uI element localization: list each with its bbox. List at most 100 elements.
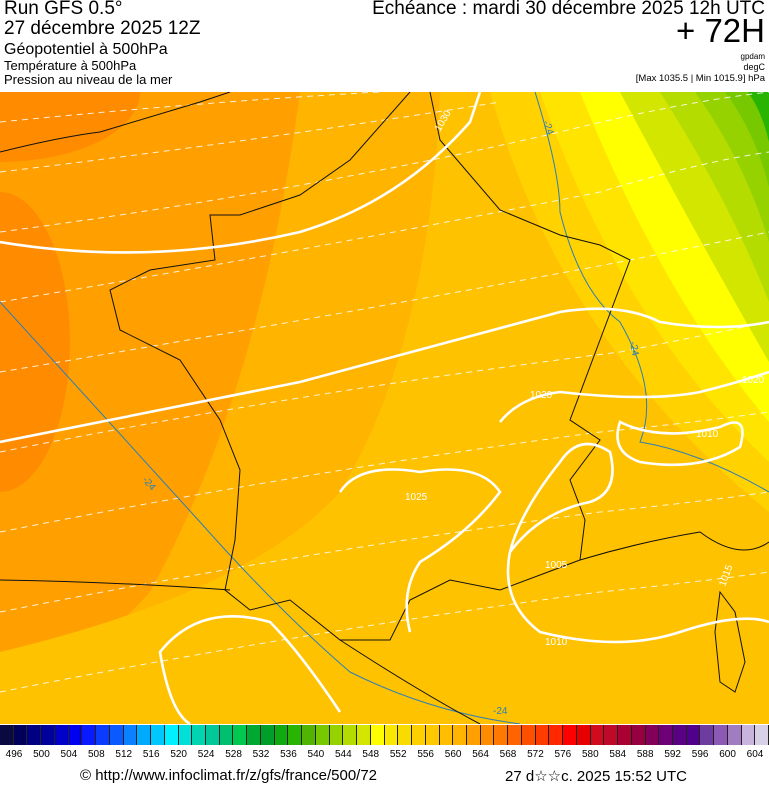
color-scale-cell <box>329 725 344 745</box>
isobar-label: 1010 <box>545 637 568 648</box>
color-scale-cell <box>27 725 42 745</box>
color-scale-cell <box>590 725 605 745</box>
color-scale-tick: 532 <box>252 749 270 760</box>
color-scale-tick: 596 <box>691 749 709 760</box>
color-scale-tick: 584 <box>609 749 627 760</box>
color-scale-ticks: 496 500 504 508 512 516 520 524 528 532 536 540 544 5… <box>0 749 769 763</box>
color-scale-cell <box>466 725 481 745</box>
color-scale-cell <box>164 725 179 745</box>
color-scale-tick: 536 <box>280 749 297 760</box>
color-scale-tick: 540 <box>307 749 325 760</box>
color-scale-cell <box>274 725 289 745</box>
isobar-label: 1005 <box>545 560 568 571</box>
color-scale-cell <box>645 725 660 745</box>
isobar-label: 1020 <box>530 390 553 401</box>
color-scale-cell <box>0 725 14 745</box>
isobar-label: 1010 <box>696 429 719 440</box>
color-scale <box>0 725 769 745</box>
color-scale-tick: 564 <box>472 749 489 760</box>
color-scale-cell <box>453 725 467 745</box>
color-scale-tick: 572 <box>527 749 544 760</box>
temp-label: -24 <box>627 341 640 358</box>
color-scale-tick: 580 <box>581 749 599 760</box>
color-scale-cell <box>521 725 536 745</box>
color-scale-tick: 528 <box>225 749 242 760</box>
copyright-url: © http://www.infoclimat.fr/z/gfs/france/… <box>80 767 378 784</box>
color-scale-cell <box>398 725 413 745</box>
color-scale-tick: 512 <box>115 749 133 760</box>
weather-map: 1030 1020 1020 1010 1025 1005 1015 1010 … <box>0 92 769 724</box>
color-scale-cell <box>727 725 742 745</box>
color-scale-cell <box>425 725 440 745</box>
color-scale-cell <box>41 725 55 745</box>
isobars <box>0 92 769 724</box>
color-scale-cell <box>508 725 522 745</box>
color-scale-cell <box>137 725 152 745</box>
color-scale-cell <box>233 725 248 745</box>
color-scale-tick: 576 <box>554 749 572 760</box>
color-scale-cell <box>54 725 69 745</box>
temp-label: -24 <box>493 706 508 717</box>
color-scale-tick: 504 <box>60 749 78 760</box>
color-scale-cell <box>631 725 646 745</box>
color-scale-cell <box>549 725 564 745</box>
color-scale-cell <box>618 725 632 745</box>
color-scale-cell <box>206 725 220 745</box>
color-scale-cell <box>247 725 261 745</box>
run-title: Run GFS 0.5° <box>4 0 123 19</box>
color-scale-tick: 500 <box>33 749 50 760</box>
color-scale-cell <box>288 725 303 745</box>
color-scale-tick: 568 <box>499 749 517 760</box>
geopotential-fill <box>0 92 769 724</box>
color-scale-cell <box>82 725 97 745</box>
color-scale-cell <box>123 725 138 745</box>
color-scale-cell <box>714 725 728 745</box>
color-scale-cell <box>563 725 577 745</box>
field-temperature: Température à 500hPa <box>4 58 137 73</box>
color-scale-tick: 556 <box>417 749 434 760</box>
color-scale-tick: 524 <box>197 749 215 760</box>
land-outlines <box>0 92 769 724</box>
color-scale-cell <box>13 725 28 745</box>
color-scale-cell <box>741 725 756 745</box>
color-scale-cell <box>535 725 550 745</box>
color-scale-cell <box>480 725 495 745</box>
color-scale-cell <box>96 725 110 745</box>
field-geopotential: Géopotentiel à 500hPa <box>4 41 168 58</box>
color-scale-cell <box>659 725 673 745</box>
color-scale-tick: 548 <box>362 749 380 760</box>
color-scale-cell <box>357 725 371 745</box>
color-scale-cell <box>494 725 509 745</box>
unit-gpdam: gpdam <box>740 52 765 61</box>
color-scale-cell <box>315 725 330 745</box>
color-scale-cell <box>439 725 454 745</box>
run-date: 27 décembre 2025 12Z <box>4 18 201 39</box>
color-scale-tick: 588 <box>636 749 654 760</box>
color-scale-tick: 508 <box>87 749 105 760</box>
isobar-label: 1025 <box>405 492 428 503</box>
color-scale-cell <box>700 725 715 745</box>
color-scale-cell <box>672 725 687 745</box>
unit-degc: degC <box>743 62 765 72</box>
color-scale-tick: 496 <box>5 749 23 760</box>
color-scale-cell <box>302 725 316 745</box>
field-pressure: Pression au niveau de la mer <box>4 72 173 87</box>
color-scale-cell <box>109 725 124 745</box>
color-scale-cell <box>219 725 234 745</box>
forecast-valid-time: Echéance : mardi 30 décembre 2025 12h UT… <box>372 0 765 19</box>
color-scale-cell <box>755 725 769 745</box>
color-scale-cell <box>686 725 701 745</box>
color-scale-tick: 600 <box>719 749 736 760</box>
color-scale-tick: 552 <box>389 749 407 760</box>
color-scale-tick: 592 <box>664 749 681 760</box>
color-scale-cell <box>192 725 207 745</box>
color-scale-tick: 560 <box>444 749 462 760</box>
color-scale-tick: 544 <box>334 749 352 760</box>
color-scale-cell <box>178 725 193 745</box>
color-scale-cell <box>604 725 619 745</box>
color-scale-cell <box>151 725 165 745</box>
lead-time: + 72H <box>676 12 765 49</box>
color-scale-cell <box>412 725 426 745</box>
temp-label: -24 <box>540 119 555 137</box>
color-scale-cell <box>260 725 275 745</box>
